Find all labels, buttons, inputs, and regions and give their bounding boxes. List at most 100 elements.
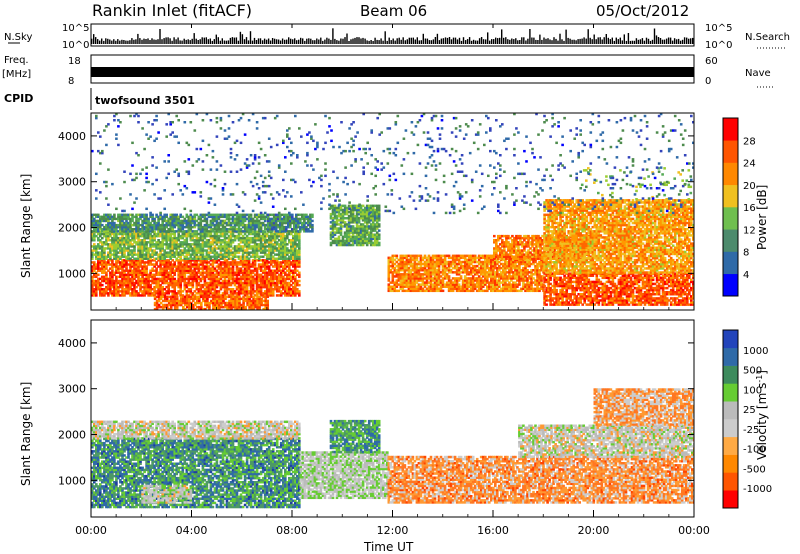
power-cell [197, 249, 201, 252]
power-cell [259, 292, 263, 295]
power-cell [207, 290, 211, 293]
power-cell [253, 213, 257, 217]
power-cell [243, 249, 247, 252]
nsky-bar [525, 40, 527, 44]
power-cell [111, 228, 114, 231]
power-cell [417, 279, 421, 282]
power-cell [193, 232, 197, 236]
power-cell [175, 221, 179, 225]
power-cell [270, 223, 274, 227]
power-cell [243, 225, 247, 229]
power-cell [200, 303, 203, 307]
power-cell [121, 230, 124, 233]
power-cell [237, 261, 241, 264]
power-cell [297, 219, 300, 223]
power-cell [107, 223, 110, 227]
power-cell [265, 292, 269, 295]
power-cell [234, 307, 237, 310]
power-cell [229, 243, 233, 246]
power-cell [333, 208, 337, 212]
power-cell [335, 219, 339, 222]
power-cell [145, 223, 148, 227]
power-cell [179, 281, 183, 285]
power-cell [397, 264, 401, 268]
nsky-bar [249, 31, 252, 44]
power-cell [399, 273, 403, 276]
power-cell [243, 275, 247, 279]
power-cell [357, 208, 361, 212]
power-cell [99, 234, 102, 238]
power-cell [198, 297, 201, 301]
power-cell [137, 243, 140, 246]
power-cell [121, 283, 124, 287]
power-cell [193, 290, 197, 293]
power-cell [97, 215, 100, 219]
power-cell [93, 263, 96, 266]
power-cell [223, 249, 227, 252]
nsky-bar [631, 40, 634, 44]
power-cell [279, 281, 283, 285]
power-cell [123, 259, 126, 262]
power-cell [431, 283, 435, 286]
power-cell [273, 239, 277, 242]
power-cell [209, 221, 213, 225]
power-cell [240, 297, 243, 301]
power-cell [407, 275, 411, 278]
power-cell [93, 294, 96, 297]
power-cell [241, 288, 245, 291]
power-cell [257, 234, 261, 238]
power-cell [173, 247, 177, 250]
power-cell [222, 295, 225, 299]
power-cell [189, 219, 193, 223]
power-cell [269, 281, 273, 285]
power-cell [145, 290, 148, 293]
power-cell [135, 232, 138, 236]
power-cell [113, 251, 116, 254]
power-cell [131, 294, 134, 297]
power-cell [401, 283, 405, 286]
power-cell [361, 204, 365, 208]
power-cell [355, 208, 359, 212]
nsky-bar [589, 37, 591, 44]
nsky-bar [416, 37, 418, 44]
power-cell [243, 215, 247, 219]
power-cell [117, 241, 120, 244]
power-cell [309, 215, 312, 219]
power-cell [233, 273, 237, 277]
power-cell [145, 257, 148, 260]
power-cell [161, 232, 165, 236]
power-cell [347, 243, 351, 247]
power-cell [211, 267, 215, 270]
power-cell [149, 232, 152, 236]
power-cell [292, 263, 295, 266]
power-cell [177, 275, 181, 279]
power-cell [279, 243, 283, 246]
power-cell [237, 292, 241, 295]
nsky-bar [338, 40, 340, 44]
power-cell [157, 303, 161, 307]
power-cell [159, 269, 162, 272]
power-cell [91, 223, 94, 227]
power-cell [341, 239, 345, 243]
power-cell [173, 241, 177, 244]
power-cell [125, 275, 128, 279]
power-cell [265, 234, 269, 238]
power-cell [417, 289, 421, 293]
power-cell [123, 288, 126, 291]
power-cell [268, 219, 272, 223]
power-cell [275, 243, 279, 246]
power-cell [157, 283, 160, 287]
power-cell [193, 277, 197, 281]
power-cell [417, 287, 421, 291]
power-cell [203, 245, 207, 248]
power-cell [411, 285, 415, 288]
power-cell [135, 281, 138, 285]
power-cell [290, 292, 293, 295]
nsky-bar [653, 28, 656, 44]
power-cell [253, 267, 257, 270]
power-cell [243, 230, 247, 233]
power-cell [145, 267, 148, 270]
power-cell [189, 232, 193, 236]
power-cell [171, 239, 175, 242]
power-cell [115, 285, 118, 289]
